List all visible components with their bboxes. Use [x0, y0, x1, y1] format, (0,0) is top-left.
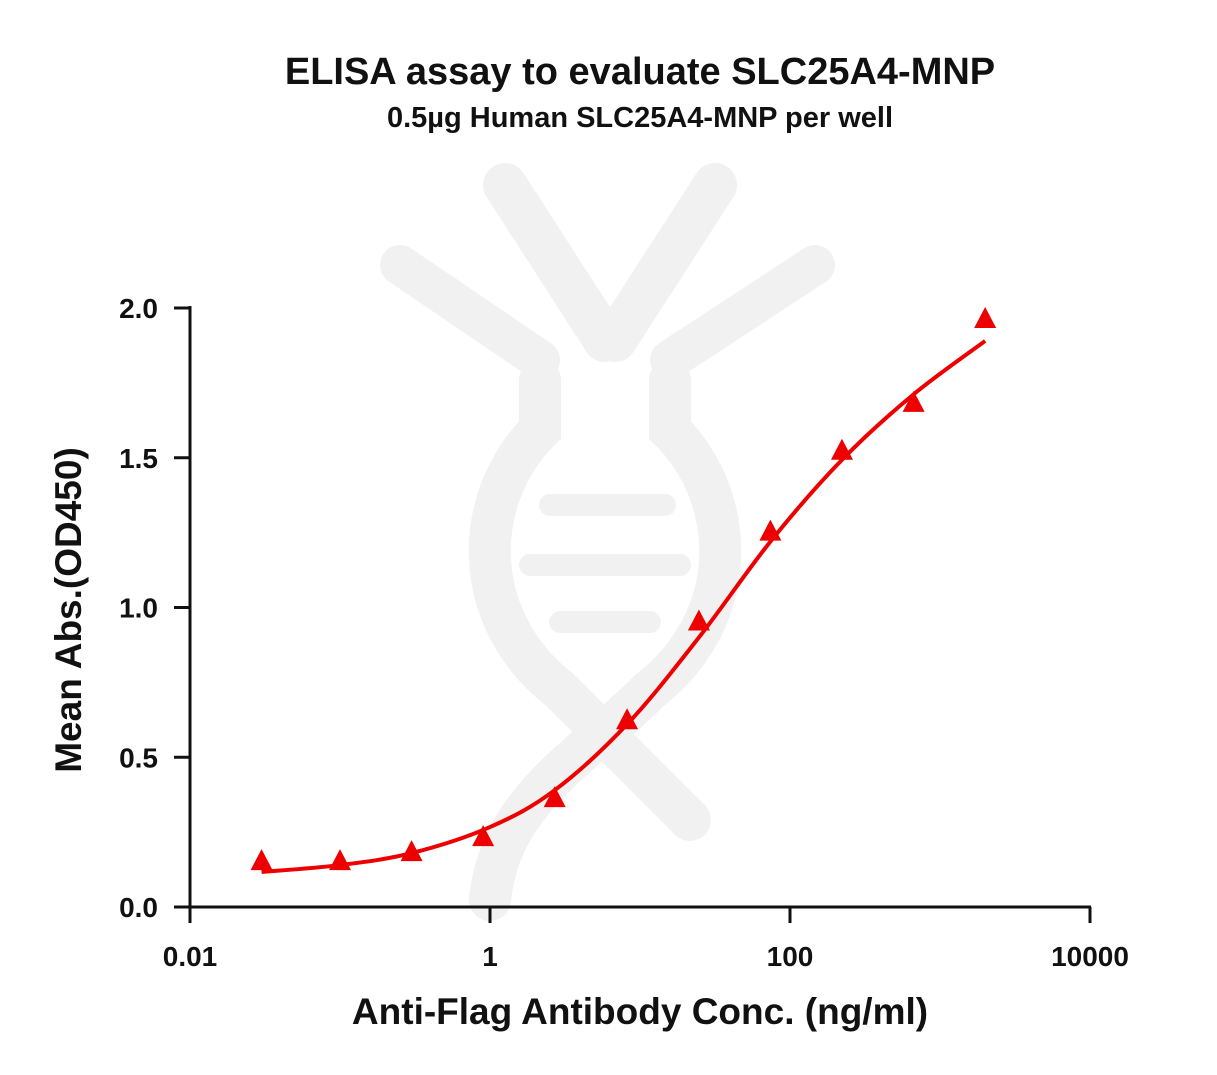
y-tick-label: 1.5: [119, 443, 158, 474]
x-tick-label: 1: [482, 941, 498, 972]
chart-title: ELISA assay to evaluate SLC25A4-MNP: [285, 51, 995, 93]
data-point: [329, 849, 351, 871]
data-point: [543, 786, 566, 808]
y-axis-label: Mean Abs.(OD450): [48, 447, 89, 773]
data-point: [759, 519, 782, 541]
watermark-logo: [380, 163, 835, 921]
x-tick-label: 10000: [1051, 941, 1129, 972]
data-point: [472, 825, 495, 847]
x-tick-label: 0.01: [163, 941, 218, 972]
fit-curve: [261, 339, 987, 874]
data-point: [902, 390, 925, 412]
data-point: [616, 708, 639, 730]
y-tick-label: 2.0: [119, 293, 158, 324]
x-axis-label: Anti-Flag Antibody Conc. (ng/ml): [352, 991, 928, 1032]
data-point: [250, 849, 273, 871]
chart-subtitle: 0.5µg Human SLC25A4-MNP per well: [387, 102, 893, 134]
data-point: [687, 609, 710, 631]
y-tick-label: 0.0: [119, 892, 158, 923]
data-point: [400, 840, 423, 862]
x-tick-label: 100: [767, 941, 814, 972]
data-point: [830, 438, 853, 460]
y-tick-label: 0.5: [119, 742, 158, 773]
data-point: [974, 306, 997, 328]
y-tick-label: 1.0: [119, 593, 158, 624]
